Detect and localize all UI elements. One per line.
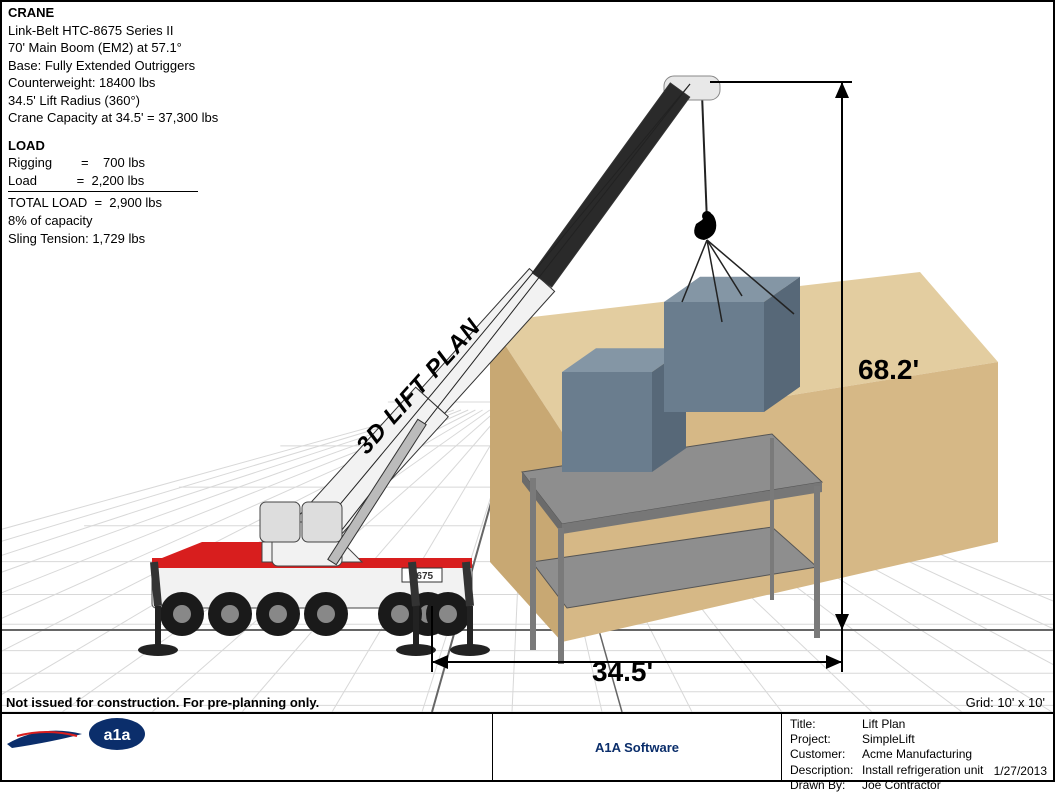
spec-panel: CRANE Link-Belt HTC-8675 Series II 70' M… — [8, 4, 218, 247]
load-sling: Sling Tension: 1,729 lbs — [8, 230, 218, 248]
grid-note: Grid: 10' x 10' — [966, 695, 1045, 710]
crane-model: Link-Belt HTC-8675 Series II — [8, 22, 218, 40]
logo-cell: a1a A1A Software — [492, 714, 782, 780]
load-total: TOTAL LOAD = 2,900 lbs — [8, 194, 218, 212]
scene-viewport: 8675 CRANE Link-Belt HTC-8675 Series II … — [2, 2, 1053, 712]
disclaimer-text: Not issued for construction. For pre-pla… — [6, 695, 319, 710]
load-rigging: Rigging = 700 lbs — [8, 154, 218, 172]
crane-header: CRANE — [8, 4, 218, 22]
crane-boom: 70' Main Boom (EM2) at 57.1° — [8, 39, 218, 57]
dim-radius-label: 34.5' — [592, 656, 653, 688]
titleblock-date: 1/27/2013 — [994, 764, 1047, 778]
svg-text:a1a: a1a — [104, 727, 131, 744]
crane-cw: Counterweight: 18400 lbs — [8, 74, 218, 92]
load-load: Load = 2,200 lbs — [8, 172, 218, 190]
load-header: LOAD — [8, 137, 218, 155]
crane-radius: 34.5' Lift Radius (360°) — [8, 92, 218, 110]
crane-capacity: Crane Capacity at 34.5' = 37,300 lbs — [8, 109, 218, 127]
load-pct: 8% of capacity — [8, 212, 218, 230]
title-block: a1a A1A Software Title:Lift Plan Project… — [2, 712, 1053, 780]
crane-base: Base: Fully Extended Outriggers — [8, 57, 218, 75]
logo-caption: A1A Software — [595, 740, 679, 755]
dim-height-label: 68.2' — [858, 354, 919, 386]
